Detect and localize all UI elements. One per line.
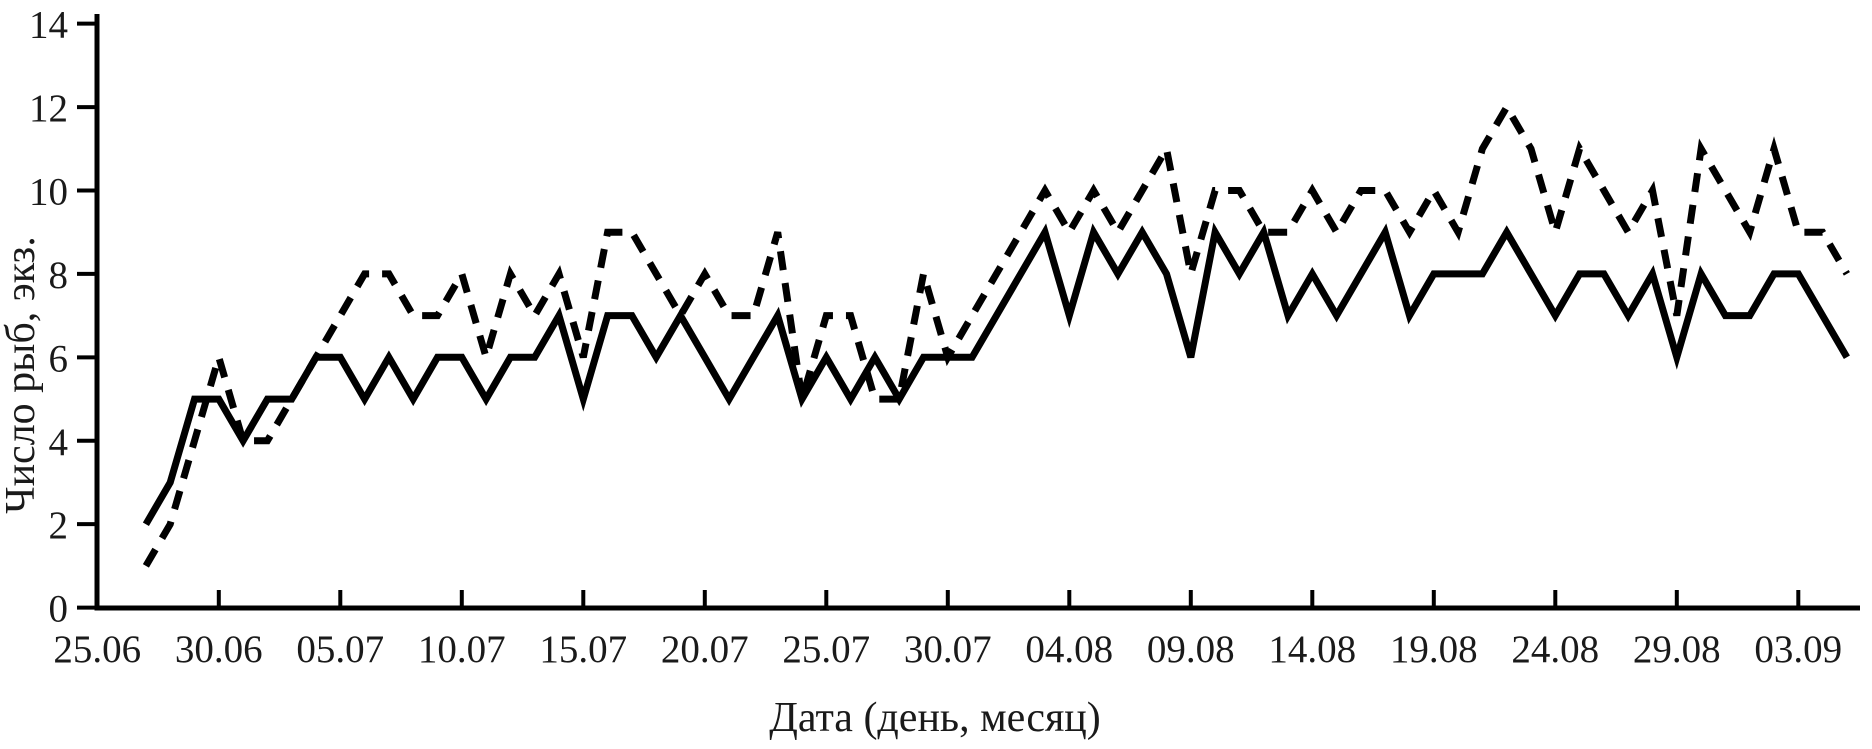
x-tick-label: 04.08 [1025,628,1113,671]
x-tick-label: 15.07 [539,628,627,671]
y-tick-label: 0 [49,588,69,631]
x-tick-label: 10.07 [418,628,506,671]
x-tick-label: 30.06 [175,628,263,671]
series-solid [142,222,1850,526]
x-tick-label: 25.06 [53,628,141,671]
y-tick-label: 14 [29,4,68,47]
y-tick-label: 6 [49,337,69,380]
x-tick-label: 05.07 [296,628,384,671]
x-tick-label: 24.08 [1511,628,1599,671]
x-tick-label: 14.08 [1268,628,1356,671]
x-tick-label: 09.08 [1147,628,1235,671]
y-axis-title: Число рыб, экз. [0,236,44,513]
y-tick-label: 12 [29,87,68,130]
series-line-dashed [142,100,1850,568]
y-tick-label: 10 [29,171,68,214]
x-tick-label: 30.07 [904,628,992,671]
y-axis: 0 2 4 6 8 10 12 14 [29,4,100,631]
y-tick-label: 4 [49,421,69,464]
x-tick-label: 29.08 [1633,628,1721,671]
y-tick-label: 2 [49,504,69,547]
x-tick-label: 20.07 [661,628,749,671]
x-axis: 25.06 30.06 05.07 10.07 15.07 20.07 25.07 30.07… [53,590,1860,671]
series-dashed [142,100,1850,568]
x-tick-label: 25.07 [782,628,870,671]
x-tick-label: 03.09 [1754,628,1842,671]
x-tick-label: 19.08 [1390,628,1478,671]
x-axis-title: Дата (день, месяц) [769,695,1101,741]
y-tick-label: 8 [49,254,69,297]
series-line-solid [142,222,1850,526]
